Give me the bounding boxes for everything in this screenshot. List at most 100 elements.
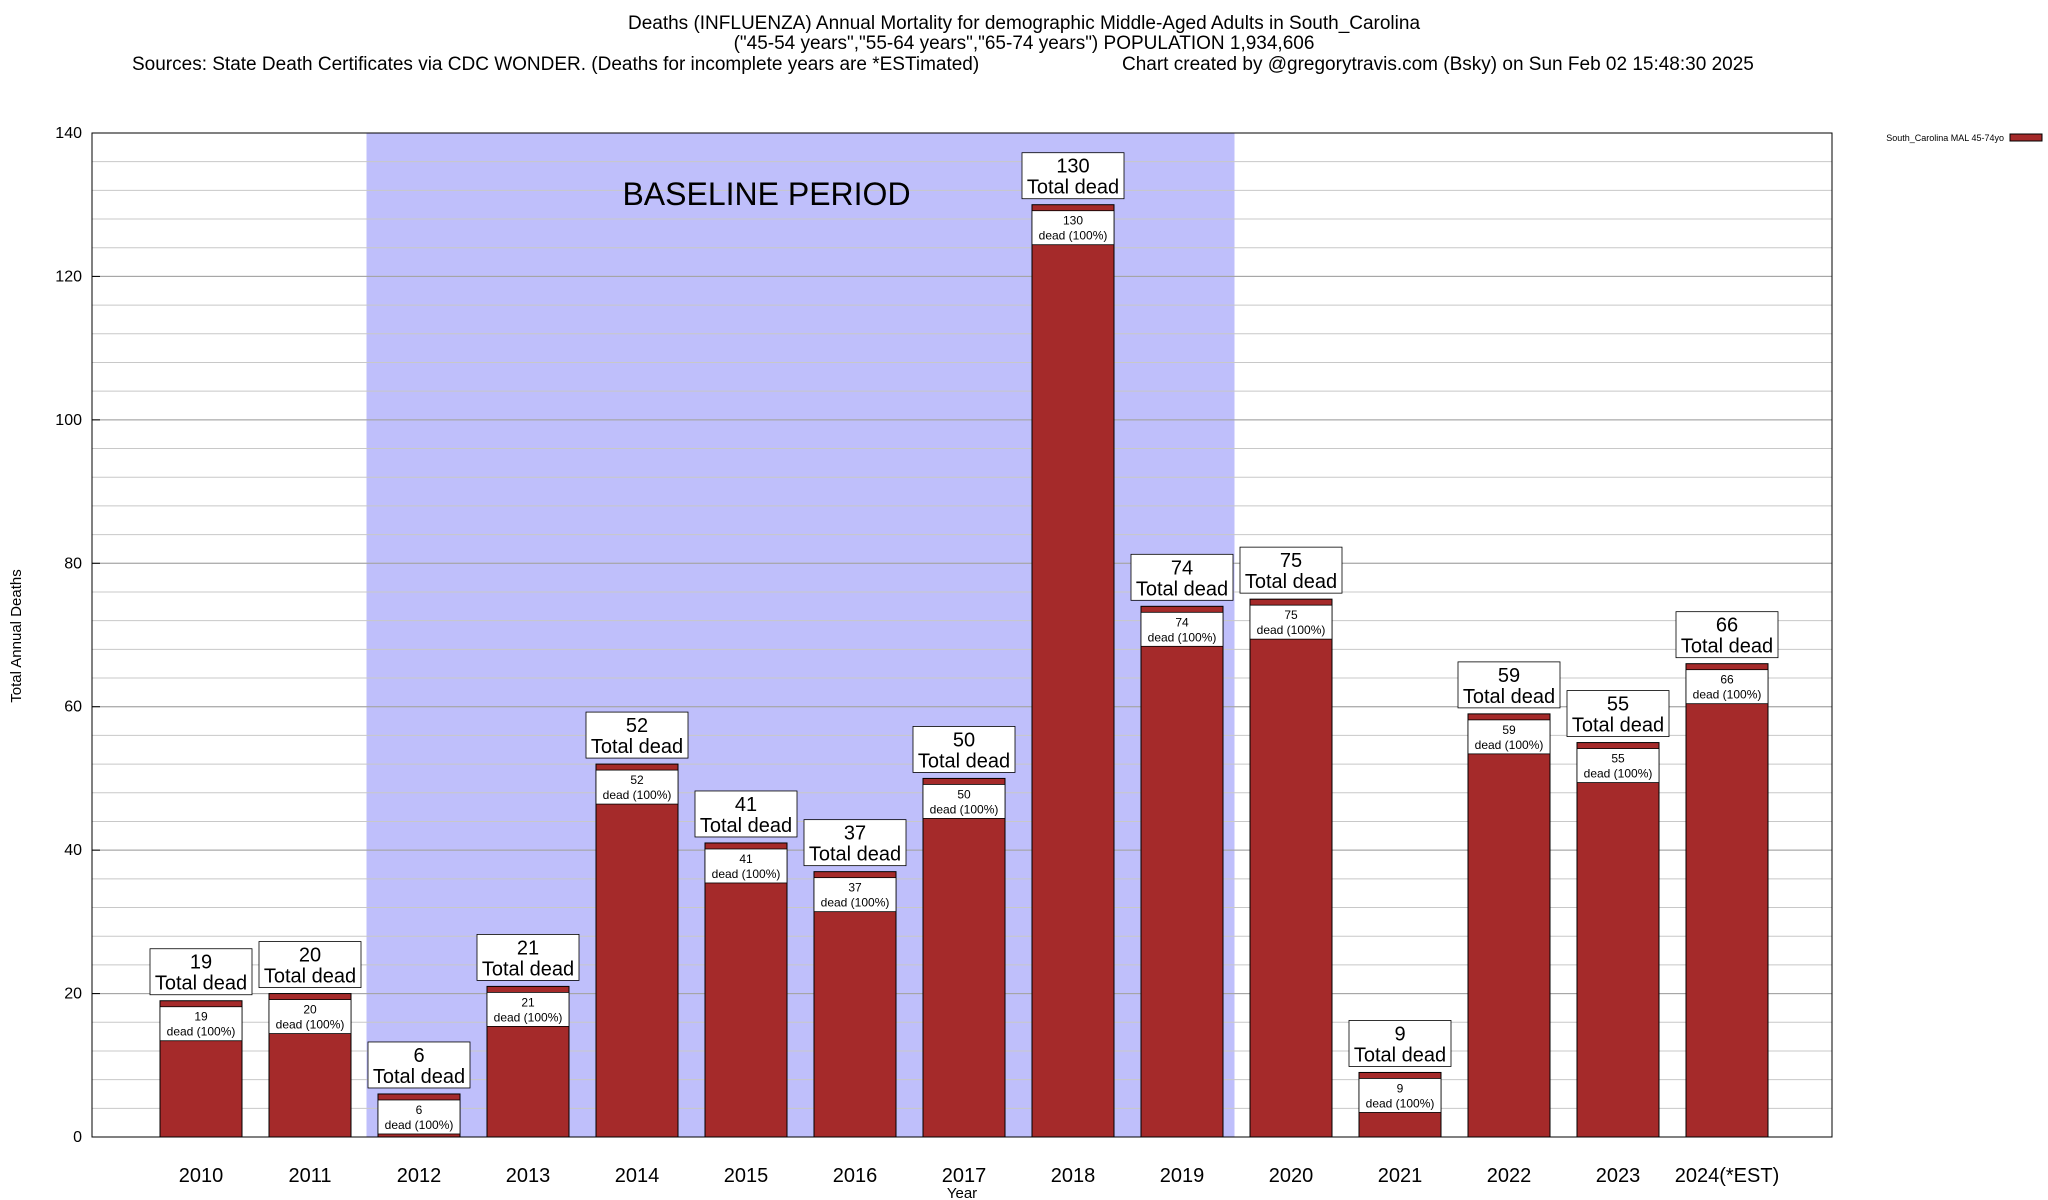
bar-2022 xyxy=(1467,713,1551,1138)
bar-2023 xyxy=(1576,742,1660,1138)
top-label-value: 6 xyxy=(413,1045,424,1067)
inner-label-box xyxy=(1685,669,1769,705)
inner-label-box xyxy=(704,848,788,884)
bar-2014 xyxy=(595,763,679,1138)
chart-title: Deaths (INFLUENZA) Annual Mortality for … xyxy=(627,13,1421,34)
inner-label-text: dead (100%) xyxy=(167,1025,236,1039)
y-tick-label: 0 xyxy=(73,1129,82,1146)
inner-label-box xyxy=(1140,611,1224,647)
top-label-value: 9 xyxy=(1394,1023,1405,1045)
y-tick-label: 60 xyxy=(64,699,82,716)
x-tick-label: 2014 xyxy=(615,1165,660,1187)
x-tick-label: 2020 xyxy=(1269,1165,1314,1187)
top-label-box xyxy=(476,934,580,981)
inner-label-text: dead (100%) xyxy=(276,1018,345,1032)
top-label-text: Total dead xyxy=(700,815,792,837)
y-tick-label: 40 xyxy=(64,842,82,859)
inner-label-value: 50 xyxy=(957,787,971,801)
top-label-text: Total dead xyxy=(1245,571,1337,593)
top-label-box xyxy=(803,819,907,867)
inner-label-box xyxy=(595,769,679,805)
y-tick-label: 20 xyxy=(64,986,82,1003)
inner-label-text: dead (100%) xyxy=(712,867,781,881)
top-label-value: 37 xyxy=(844,823,866,845)
inner-label-box xyxy=(377,1099,461,1135)
top-label-value: 21 xyxy=(517,937,539,959)
y-tick-label: 100 xyxy=(55,412,82,429)
bar-2018 xyxy=(1031,204,1115,1138)
bar-2020 xyxy=(1249,598,1333,1138)
inner-label-value: 20 xyxy=(303,1003,317,1017)
inner-label-box xyxy=(1467,719,1551,755)
top-label-box xyxy=(1675,611,1779,659)
top-label-text: Total dead xyxy=(1463,686,1555,708)
x-tick-label: 2015 xyxy=(724,1165,769,1187)
top-label-box xyxy=(1021,152,1125,200)
inner-label-value: 37 xyxy=(848,881,862,895)
top-label-value: 59 xyxy=(1498,665,1520,687)
inner-label-value: 52 xyxy=(630,773,644,787)
top-label-box xyxy=(258,941,362,988)
top-label-text: Total dead xyxy=(264,966,356,988)
inner-label-box xyxy=(1358,1078,1442,1113)
x-tick-label: 2016 xyxy=(833,1165,878,1187)
inner-label-text: dead (100%) xyxy=(930,802,999,816)
inner-label-text: dead (100%) xyxy=(1693,688,1762,702)
inner-label-box xyxy=(922,784,1006,819)
inner-label-text: dead (100%) xyxy=(821,896,890,910)
legend-swatch xyxy=(2009,133,2043,142)
legend: South_Carolina MAL 45-74yo xyxy=(1886,133,2043,143)
inner-label-box xyxy=(813,877,897,913)
baseline-period-label: BASELINE PERIOD xyxy=(622,176,910,212)
top-label-text: Total dead xyxy=(155,973,247,995)
inner-label-text: dead (100%) xyxy=(385,1118,454,1132)
chart-credit: Chart created by @gregorytravis.com (Bsk… xyxy=(1122,54,1754,75)
inner-label-box xyxy=(1249,604,1333,640)
inner-label-text: dead (100%) xyxy=(1257,623,1326,637)
top-label-text: Total dead xyxy=(373,1066,465,1088)
top-label-value: 41 xyxy=(735,794,757,816)
x-tick-label: 2012 xyxy=(397,1165,442,1187)
top-label-box xyxy=(585,711,689,759)
inner-label-box xyxy=(1031,210,1115,246)
bar-2019 xyxy=(1140,605,1224,1138)
top-label-text: Total dead xyxy=(1572,715,1664,737)
y-tick-label: 120 xyxy=(55,268,82,285)
top-label-box xyxy=(912,726,1016,773)
chart-sources: Sources: State Death Certificates via CD… xyxy=(132,54,980,75)
top-label-value: 74 xyxy=(1171,557,1193,579)
top-label-box xyxy=(1130,553,1234,601)
top-label-value: 66 xyxy=(1716,615,1738,637)
bar-2015 xyxy=(704,842,788,1138)
inner-label-value: 59 xyxy=(1502,723,1516,737)
x-tick-label: 2013 xyxy=(506,1165,551,1187)
top-label-text: Total dead xyxy=(1136,578,1228,600)
top-label-box xyxy=(1457,661,1561,709)
inner-label-value: 55 xyxy=(1611,752,1625,766)
x-tick-label: 2011 xyxy=(288,1165,331,1187)
y-axis-title: Total Annual Deaths xyxy=(8,569,25,702)
inner-label-value: 9 xyxy=(1397,1081,1404,1095)
y-axis-ticks: 0 20 40 60 80 100 120 140 xyxy=(55,125,100,1146)
inner-label-text: dead (100%) xyxy=(1039,229,1108,243)
inner-label-box xyxy=(159,1006,243,1042)
top-label-text: Total dead xyxy=(1027,177,1119,199)
top-label-text: Total dead xyxy=(1681,636,1773,658)
inner-label-box xyxy=(486,992,570,1027)
inner-label-value: 41 xyxy=(739,852,753,866)
x-axis-ticks: 2010 2011 2012 2013 2014 2015 2016 2017 2018 2019… xyxy=(179,1165,1780,1187)
top-label-box xyxy=(149,948,253,996)
top-label-box xyxy=(1239,546,1343,594)
x-tick-label: 2017 xyxy=(942,1165,987,1187)
inner-label-value: 6 xyxy=(416,1103,423,1117)
top-label-value: 130 xyxy=(1056,156,1089,178)
inner-label-value: 75 xyxy=(1284,608,1298,622)
top-label-box xyxy=(694,790,798,838)
x-tick-label: 2022 xyxy=(1487,1165,1532,1187)
inner-label-value: 74 xyxy=(1175,615,1189,629)
y-tick-label: 80 xyxy=(64,555,82,572)
inner-label-text: dead (100%) xyxy=(1148,630,1217,644)
plot-frame xyxy=(91,132,1833,1138)
inner-label-text: dead (100%) xyxy=(1475,738,1544,752)
